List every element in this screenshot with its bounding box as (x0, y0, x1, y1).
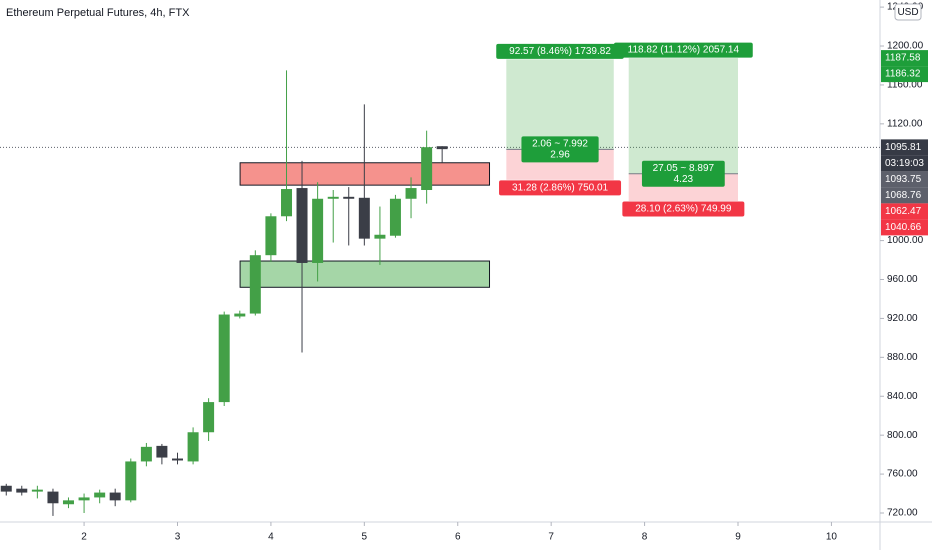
price-tag: 1186.32 (885, 69, 921, 80)
x-tick-label: 3 (175, 532, 181, 543)
candle-body (234, 313, 246, 317)
zone (239, 260, 491, 288)
y-tick-label: 960.00 (887, 274, 918, 285)
target-label: 118.82 (11.12%) 2057.14 (628, 45, 740, 56)
candle-body (171, 458, 183, 461)
y-tick-label: 800.00 (887, 430, 918, 441)
price-tag-box (881, 139, 928, 156)
candle-body (187, 432, 199, 462)
ratio-label: 27.05 ~ 8.897 (653, 163, 715, 174)
ratio-label-box (521, 136, 599, 163)
x-tick-label: 6 (455, 532, 461, 543)
candle-body (218, 314, 230, 403)
y-tick-label: 840.00 (887, 391, 918, 402)
x-tick-label: 7 (548, 532, 554, 543)
x-tick-label: 8 (642, 532, 648, 543)
x-tick-label: 4 (268, 532, 274, 543)
price-tag-box (881, 155, 928, 172)
candle-body (265, 216, 277, 256)
price-tag-box (881, 203, 928, 220)
candle-body (249, 255, 261, 314)
candle-body (327, 196, 339, 199)
y-tick-label: 1000.00 (887, 235, 924, 246)
price-tag: 1040.66 (885, 222, 922, 233)
y-tick-label: 720.00 (887, 508, 918, 519)
price-tag: 1187.58 (885, 53, 921, 64)
price-tag-box (881, 66, 928, 83)
ratio-label: 2.06 ~ 7.992 (532, 139, 588, 150)
candle-body (109, 492, 121, 501)
candle-body (281, 189, 293, 217)
ratio-label: 2.96 (550, 150, 570, 161)
price-tag: 03:19:03 (885, 158, 924, 169)
target-label: 92.57 (8.46%) 1739.82 (509, 46, 611, 57)
y-tick-label: 880.00 (887, 352, 918, 363)
y-tick-label: 1200.00 (887, 41, 924, 52)
stop-label: 31.28 (2.86%) 750.01 (512, 182, 609, 193)
x-tick-label: 10 (826, 532, 838, 543)
x-tick-label: 9 (735, 532, 741, 543)
stop-label: 28.10 (2.63%) 749.99 (635, 204, 732, 215)
price-tag: 1093.75 (885, 174, 922, 185)
candle-body (421, 147, 433, 191)
y-tick-label: 1160.00 (887, 80, 923, 91)
candle-body (358, 197, 370, 239)
candle-body (389, 198, 401, 236)
candle-body (31, 489, 43, 492)
price-tag: 1062.47 (885, 206, 922, 217)
candle-body (0, 485, 12, 492)
stop-label-box (622, 201, 745, 217)
ratio-label: 4.23 (674, 174, 694, 185)
candle-body (405, 188, 417, 199)
price-tag: 1095.81 (885, 142, 922, 153)
target-label-box (496, 43, 624, 59)
currency-button-box[interactable] (894, 3, 922, 21)
candle-body (374, 234, 386, 239)
stop-label-box (499, 180, 622, 196)
candle-body (343, 196, 355, 199)
candle-body (78, 497, 90, 501)
candle-body (125, 461, 137, 501)
y-tick-label: 1120.00 (887, 118, 923, 129)
candle-body (16, 488, 28, 493)
price-tag-box (881, 50, 928, 67)
target-label-box (613, 42, 753, 58)
x-tick-label: 2 (81, 532, 87, 543)
candle-body (140, 446, 152, 462)
price-tag-box (881, 219, 928, 236)
candle-body (296, 188, 308, 263)
candle-body (156, 445, 168, 458)
ratio-label-box (641, 160, 725, 187)
currency-button[interactable]: USD (897, 7, 918, 18)
price-tag-box (881, 187, 928, 204)
candle-body (436, 146, 448, 150)
candle-body (312, 198, 324, 263)
candle-body (62, 500, 74, 505)
candle-body (203, 402, 215, 433)
price-tag-box (881, 171, 928, 188)
candle-body (47, 491, 59, 504)
target-zone (506, 59, 614, 150)
y-tick-label: 920.00 (887, 313, 918, 324)
x-tick-label: 5 (362, 532, 368, 543)
candle-body (94, 492, 106, 498)
y-tick-label: 760.00 (887, 469, 918, 480)
price-tag: 1068.76 (885, 190, 922, 201)
chart-title: Ethereum Perpetual Futures, 4h, FTX (6, 7, 190, 19)
target-zone (628, 58, 739, 174)
